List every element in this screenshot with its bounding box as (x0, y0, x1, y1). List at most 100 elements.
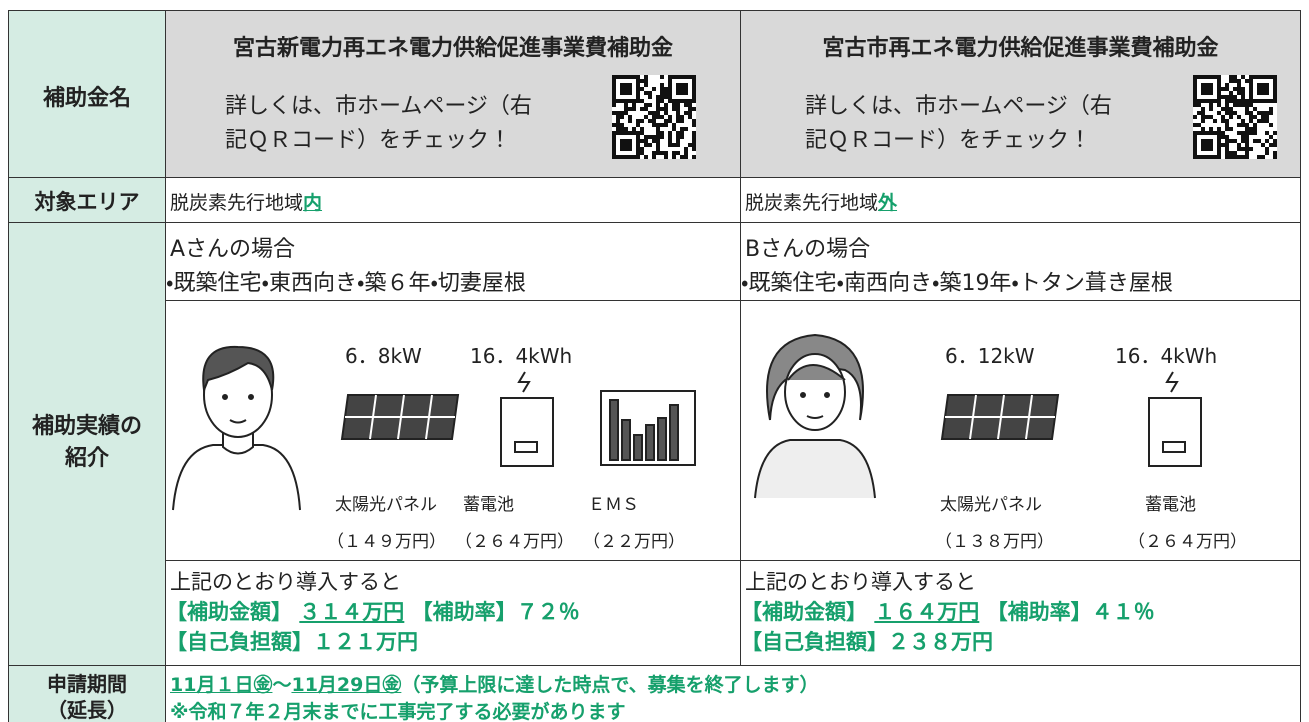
qr-module (664, 123, 668, 127)
qr-module (616, 111, 620, 115)
qr-module (1241, 75, 1245, 79)
qr-module (688, 115, 692, 119)
qr-module (668, 135, 672, 139)
qr-module (1269, 111, 1273, 115)
qr-module (632, 107, 636, 111)
qr-module (624, 103, 628, 107)
qr-module (1225, 107, 1229, 111)
qr-module (1229, 75, 1233, 79)
area: 脱炭素先行地域 (745, 192, 879, 214)
qr-module (644, 135, 648, 139)
area-emphasis: 内 (303, 192, 323, 214)
qr-module (1245, 131, 1249, 135)
qr-module (1233, 155, 1237, 159)
qr-module (692, 143, 696, 147)
amount: １６４万円 (874, 600, 980, 624)
qr-module (1193, 103, 1197, 107)
qr-module (1197, 123, 1201, 127)
self-line: 【自己負担額】１２１万円 (166, 626, 418, 656)
qr-module (1273, 151, 1277, 155)
qr-module (644, 143, 648, 147)
row-label: 対象エリア (34, 190, 140, 214)
qr-module (692, 131, 696, 135)
qr-module (1229, 95, 1233, 99)
qr-module (656, 123, 660, 127)
solar-panel-illustration (340, 394, 460, 440)
qr-module (1197, 111, 1201, 115)
qr-module (672, 127, 676, 131)
qr-module (648, 111, 652, 115)
qr-module (1221, 119, 1225, 123)
qr-module (1245, 79, 1249, 83)
qr-module (640, 99, 644, 103)
qr-module (1237, 115, 1241, 119)
qr-module (1221, 107, 1225, 111)
qr-module (1245, 123, 1249, 127)
qr-module (652, 115, 656, 119)
qr-module (644, 79, 648, 83)
qr-module (1229, 155, 1233, 159)
qr-module (1265, 147, 1269, 151)
qr-module (652, 135, 656, 139)
qr-module (656, 135, 660, 139)
qr-module (628, 115, 632, 119)
qr-module (684, 127, 688, 131)
qr-module (652, 119, 656, 123)
qr-module (1245, 147, 1249, 151)
rate-label: 【補助率】 (986, 600, 1092, 624)
amount-label: 【補助金額】 (166, 600, 292, 624)
qr-module (692, 147, 696, 151)
qr-module (648, 103, 652, 107)
qr-module (636, 119, 640, 123)
qr-module (1229, 139, 1233, 143)
qr-module (1257, 111, 1261, 115)
qr-module (676, 139, 680, 143)
qr-module (648, 95, 652, 99)
qr-module (640, 131, 644, 135)
qr-module (1253, 127, 1257, 131)
qr-module (1273, 155, 1277, 159)
qr-module (660, 91, 664, 95)
qr-module (684, 103, 688, 107)
qr-module (680, 127, 684, 131)
area-emphasis: 外 (878, 192, 898, 214)
qr-module (1201, 139, 1213, 151)
qr-module (1265, 111, 1269, 115)
qr-module (620, 139, 632, 151)
note: 記ＱＲコード）をチェック！ (805, 128, 1092, 153)
qr-module (620, 123, 624, 127)
qr-module (640, 151, 644, 155)
qr-module (1201, 119, 1205, 123)
qr-module (1265, 151, 1269, 155)
qr-module (656, 151, 660, 155)
self-label: 【自己負担額】 (166, 630, 313, 654)
person-b-illustration (754, 333, 876, 499)
qr-module (656, 139, 660, 143)
qr-module (1225, 83, 1229, 87)
subsidy-name: 宮古新電力再エネ電力供給促進事業費補助金 (232, 36, 673, 61)
qr-module (1237, 91, 1241, 95)
row-label: 補助金名 (42, 86, 131, 111)
label-cell (8, 10, 166, 178)
qr-module (1221, 143, 1225, 147)
qr-module (1249, 147, 1253, 151)
qr-module (660, 131, 664, 135)
qr-module (1237, 123, 1241, 127)
qr-module (656, 95, 660, 99)
qr-module (1241, 99, 1245, 103)
qr-module (1225, 95, 1229, 99)
qr-module (1257, 155, 1261, 159)
qr-module (660, 83, 664, 87)
qr-module (652, 123, 656, 127)
qr-module (672, 143, 676, 147)
subsidy-name: 宮古市再エネ電力供給促進事業費補助金 (822, 36, 1219, 61)
note: 詳しくは、市ホームページ（右 (805, 94, 1112, 119)
note: 詳しくは、市ホームページ（右 (225, 94, 532, 119)
area-text: 脱炭素先行地域外 (745, 188, 897, 215)
qr-module (620, 115, 624, 119)
qr-module (1269, 143, 1273, 147)
qr-module (676, 151, 680, 155)
area: 脱炭素先行地域 (170, 192, 304, 214)
qr-module (1201, 115, 1205, 119)
item-cost: （２６４万円） (455, 532, 574, 552)
